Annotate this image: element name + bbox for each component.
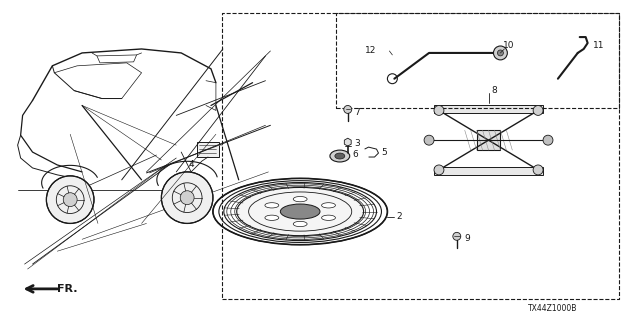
Text: 9: 9 <box>465 234 470 243</box>
Text: 6: 6 <box>353 149 358 158</box>
Ellipse shape <box>321 215 335 220</box>
Ellipse shape <box>293 221 307 227</box>
Text: FR.: FR. <box>58 284 78 294</box>
Text: 4: 4 <box>188 160 194 170</box>
Ellipse shape <box>330 150 349 162</box>
Text: 3: 3 <box>355 139 360 148</box>
FancyBboxPatch shape <box>434 167 543 175</box>
Text: 2: 2 <box>396 212 402 221</box>
Circle shape <box>180 191 194 204</box>
Text: TX44Z1000B: TX44Z1000B <box>528 304 577 313</box>
Circle shape <box>493 46 508 60</box>
Text: 7: 7 <box>355 108 360 117</box>
Polygon shape <box>344 138 351 146</box>
Text: 5: 5 <box>381 148 387 156</box>
Text: 10: 10 <box>504 42 515 51</box>
Ellipse shape <box>293 196 307 202</box>
Circle shape <box>434 106 444 116</box>
Circle shape <box>543 135 553 145</box>
Ellipse shape <box>321 203 335 208</box>
Ellipse shape <box>265 203 279 208</box>
FancyBboxPatch shape <box>434 106 543 113</box>
Circle shape <box>434 165 444 175</box>
Text: 11: 11 <box>593 42 604 51</box>
Circle shape <box>424 135 434 145</box>
Circle shape <box>453 232 461 240</box>
Circle shape <box>533 165 543 175</box>
Ellipse shape <box>280 204 320 219</box>
Circle shape <box>344 106 352 113</box>
Circle shape <box>63 193 77 207</box>
Ellipse shape <box>237 188 364 236</box>
Ellipse shape <box>265 215 279 220</box>
FancyBboxPatch shape <box>477 130 500 150</box>
Ellipse shape <box>335 153 345 159</box>
Circle shape <box>497 50 504 56</box>
Circle shape <box>46 176 94 223</box>
Text: 12: 12 <box>365 46 376 55</box>
Circle shape <box>533 106 543 116</box>
FancyBboxPatch shape <box>197 142 219 157</box>
Text: 8: 8 <box>492 86 497 95</box>
Circle shape <box>161 172 213 223</box>
